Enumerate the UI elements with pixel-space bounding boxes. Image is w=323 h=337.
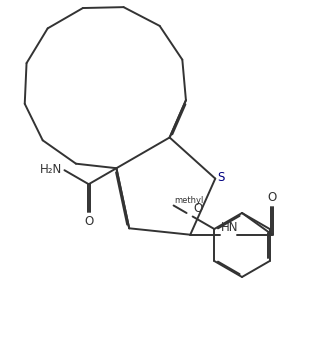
Text: O: O xyxy=(268,191,277,204)
Text: O: O xyxy=(84,215,93,228)
Text: S: S xyxy=(217,171,225,184)
Text: methyl: methyl xyxy=(175,196,204,215)
Text: O: O xyxy=(193,203,203,215)
Text: HN: HN xyxy=(221,221,239,234)
Text: H₂N: H₂N xyxy=(40,163,62,176)
